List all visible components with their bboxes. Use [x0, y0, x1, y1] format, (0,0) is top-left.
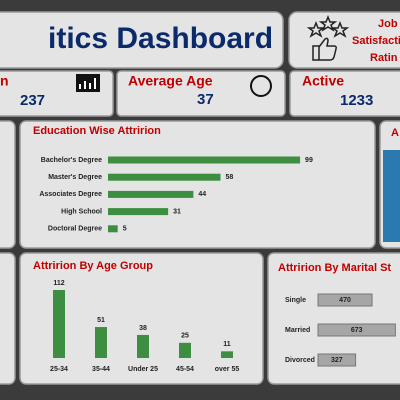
- icon: [250, 75, 272, 97]
- value-label: 327: [331, 357, 343, 364]
- bar: [137, 334, 149, 358]
- chart-card: [19, 120, 376, 249]
- kpi-card: [289, 70, 400, 117]
- icon: [79, 78, 96, 89]
- category-label: 25-34: [50, 366, 68, 373]
- side-card: [0, 120, 16, 249]
- bar: [108, 156, 301, 164]
- value-label: 470: [339, 297, 351, 304]
- kpi-card: [116, 70, 286, 117]
- chart-card: [267, 252, 400, 385]
- value-label: 58: [226, 174, 234, 181]
- dashboard-title: itics Dashboard: [48, 22, 273, 55]
- category-label: Under 25: [128, 366, 158, 373]
- kpi-label: Average Age: [128, 73, 213, 89]
- value-label: 38: [139, 325, 147, 332]
- category-label: 45-54: [176, 366, 194, 373]
- kpi-value: 237: [20, 92, 45, 109]
- title-card: [0, 11, 284, 69]
- bar: [317, 353, 357, 367]
- bar: [108, 208, 169, 216]
- category-label: 35-44: [92, 366, 110, 373]
- job-card-text: Job: [378, 18, 398, 30]
- bar: [108, 173, 221, 181]
- category-label: High School: [61, 208, 102, 215]
- bar: [108, 190, 194, 198]
- chart-title: Education Wise Attririon: [33, 125, 161, 137]
- value-label: 25: [181, 333, 189, 340]
- kpi-icons: [76, 74, 272, 97]
- bar: [221, 351, 233, 358]
- value-label: 31: [173, 208, 181, 215]
- bar: [95, 327, 107, 358]
- chart-card: [19, 252, 264, 385]
- chart-title: Attririon By Age Group: [33, 260, 153, 272]
- job-card-text: Ratin: [370, 52, 398, 64]
- category-label: Bachelor's Degree: [41, 157, 102, 164]
- category-label: over 55: [215, 366, 240, 373]
- value-label: 99: [305, 157, 313, 164]
- value-label: 5: [123, 226, 127, 233]
- job-card-text: Satisfacti: [352, 35, 400, 47]
- bar: [317, 323, 396, 337]
- value-label: 51: [97, 317, 105, 324]
- bar: [317, 293, 373, 307]
- cards: [0, 11, 400, 385]
- category-label: Married: [285, 327, 310, 334]
- bar: [53, 290, 65, 358]
- category-label: Doctoral Degree: [48, 226, 102, 233]
- panel-title: A: [391, 127, 399, 139]
- kpi-value: 37: [197, 91, 214, 108]
- kpi-label: Active: [302, 73, 344, 89]
- cropped-chart: [383, 150, 400, 242]
- value-label: 44: [198, 191, 206, 198]
- icon: [76, 74, 100, 92]
- bar: [108, 225, 118, 233]
- value-label: 673: [351, 327, 363, 334]
- value-label: 112: [53, 280, 64, 287]
- charts: Education Wise Attririon Bachelor's Degre…: [33, 125, 396, 373]
- bar: [179, 342, 191, 358]
- category-label: Associates Degree: [39, 191, 102, 198]
- kpi-value: 1233: [340, 92, 373, 109]
- category-label: Master's Degree: [48, 174, 102, 181]
- category-label: Divorced: [285, 357, 315, 364]
- job-icon: [306, 14, 350, 61]
- side-card: [0, 252, 16, 385]
- value-label: 11: [223, 341, 231, 348]
- chart-title: Attririon By Marital St: [278, 262, 391, 274]
- kpi-label: n: [0, 73, 9, 89]
- category-label: Single: [285, 297, 306, 304]
